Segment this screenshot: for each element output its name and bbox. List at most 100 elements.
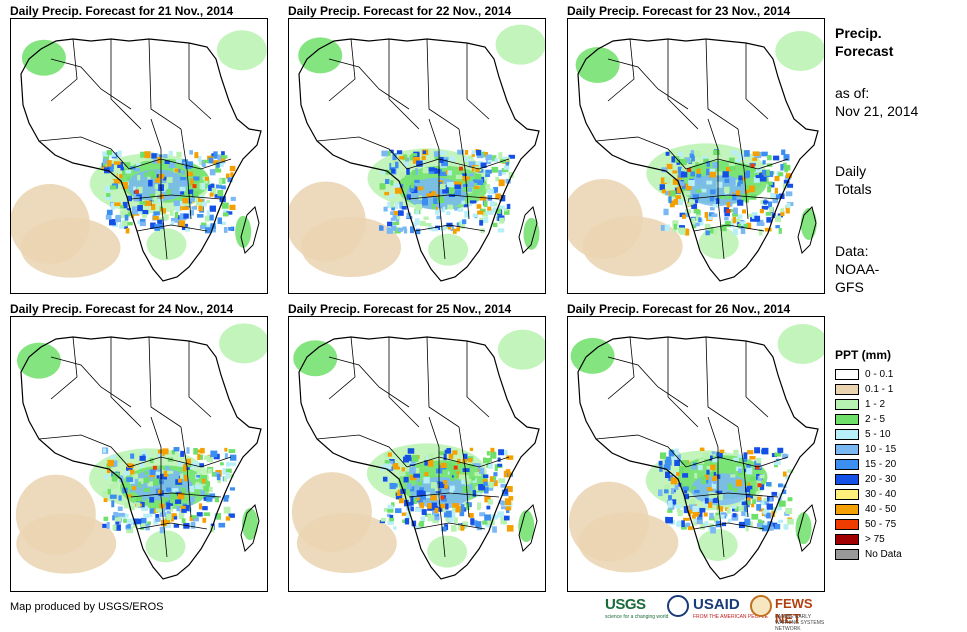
precip-cell bbox=[155, 508, 163, 513]
precip-cell bbox=[445, 503, 449, 510]
precip-cell bbox=[440, 171, 447, 177]
precip-cell bbox=[438, 451, 445, 456]
madagascar-outline bbox=[240, 206, 260, 254]
country-border bbox=[745, 43, 769, 120]
precip-cell-heavy bbox=[440, 495, 445, 500]
precip-cell bbox=[138, 481, 142, 488]
precip-area bbox=[518, 510, 535, 543]
legend-swatch bbox=[835, 399, 859, 410]
precip-area bbox=[410, 476, 471, 509]
precip-cell bbox=[209, 458, 213, 463]
precip-cell bbox=[494, 158, 499, 163]
precip-cell bbox=[462, 219, 467, 225]
country-border bbox=[408, 194, 500, 200]
precip-cell bbox=[387, 520, 394, 525]
precip-cell bbox=[225, 472, 230, 479]
precip-cell bbox=[219, 177, 226, 184]
precip-cell bbox=[738, 153, 745, 160]
precip-cell bbox=[782, 183, 787, 190]
precip-cell bbox=[683, 506, 688, 514]
precip-cell bbox=[218, 522, 226, 528]
precip-cell bbox=[506, 455, 514, 460]
precip-cell bbox=[157, 217, 163, 222]
precip-cell bbox=[672, 178, 679, 185]
precip-cell bbox=[774, 176, 780, 182]
precip-cell bbox=[712, 458, 719, 463]
precip-cell bbox=[466, 484, 473, 491]
precip-cell bbox=[765, 176, 769, 184]
precip-cell bbox=[706, 168, 710, 176]
precip-cell bbox=[676, 472, 680, 477]
precip-cell bbox=[154, 471, 162, 476]
precip-cell bbox=[428, 453, 435, 460]
precip-cell bbox=[682, 473, 689, 478]
precip-cell bbox=[766, 482, 772, 487]
precip-cell bbox=[686, 185, 692, 191]
legend-item: > 75 bbox=[835, 532, 965, 547]
precip-cell bbox=[744, 518, 751, 526]
precip-cell bbox=[449, 489, 454, 494]
precip-cell bbox=[181, 508, 187, 513]
precip-cell bbox=[119, 185, 124, 189]
precip-cell bbox=[147, 521, 152, 525]
precip-cell bbox=[383, 508, 389, 512]
precip-cell bbox=[482, 474, 489, 479]
precip-map bbox=[10, 18, 268, 294]
precip-cell bbox=[768, 201, 773, 209]
precip-cell bbox=[229, 204, 236, 210]
legend-label: > 75 bbox=[865, 534, 885, 545]
legend-rows: 0 - 0.1 0.1 - 1 1 - 2 2 - 5 5 - 10 10 - 15 15 … bbox=[835, 367, 965, 562]
precip-cell bbox=[778, 500, 786, 507]
precip-cell bbox=[224, 468, 232, 473]
precip-cell bbox=[464, 150, 469, 155]
country-border bbox=[316, 434, 408, 468]
precip-cell bbox=[409, 154, 416, 161]
precip-cell bbox=[408, 501, 414, 506]
precip-cell bbox=[207, 468, 213, 474]
precip-cell bbox=[438, 482, 445, 489]
precip-cell bbox=[204, 455, 211, 460]
precip-cell bbox=[469, 200, 477, 204]
precip-cell bbox=[712, 475, 718, 481]
precip-cell bbox=[455, 174, 463, 180]
legend-item: 5 - 10 bbox=[835, 427, 965, 442]
precip-area bbox=[235, 215, 252, 248]
precip-cell-heavy bbox=[458, 166, 463, 171]
precip-cell bbox=[680, 171, 688, 178]
country-border bbox=[466, 43, 490, 120]
precip-cell bbox=[124, 501, 130, 509]
precip-cell bbox=[177, 461, 185, 467]
precip-cell bbox=[780, 211, 785, 217]
precip-cell-heavy bbox=[755, 465, 760, 470]
precip-cell bbox=[670, 488, 675, 495]
precip-cell bbox=[183, 213, 189, 219]
africa-coastline bbox=[20, 336, 262, 580]
precip-cell bbox=[158, 173, 165, 179]
precip-cell bbox=[388, 193, 394, 199]
precip-cell bbox=[500, 483, 507, 488]
precip-cell bbox=[116, 455, 120, 459]
precip-cell bbox=[178, 220, 186, 228]
precip-cell bbox=[483, 201, 488, 208]
legend-label: 2 - 5 bbox=[865, 414, 886, 425]
precip-cell bbox=[402, 519, 407, 524]
precip-cell bbox=[766, 512, 771, 519]
precip-cell bbox=[414, 179, 420, 183]
precip-cell bbox=[405, 460, 409, 468]
precip-cell bbox=[200, 447, 205, 454]
precip-cell bbox=[452, 228, 457, 234]
precip-cell bbox=[676, 198, 683, 206]
precip-cell bbox=[710, 464, 716, 471]
precip-cell bbox=[672, 156, 680, 163]
precip-cell bbox=[446, 462, 454, 470]
precip-cell bbox=[495, 176, 500, 182]
precip-cell bbox=[739, 221, 746, 227]
precip-cell bbox=[447, 170, 452, 176]
precip-cell bbox=[213, 151, 218, 157]
precip-cell bbox=[208, 486, 213, 492]
precip-cell bbox=[131, 473, 139, 479]
precip-cell bbox=[103, 516, 109, 521]
precip-cell bbox=[200, 222, 207, 227]
precip-cell bbox=[453, 181, 460, 185]
precip-cell bbox=[700, 522, 705, 530]
